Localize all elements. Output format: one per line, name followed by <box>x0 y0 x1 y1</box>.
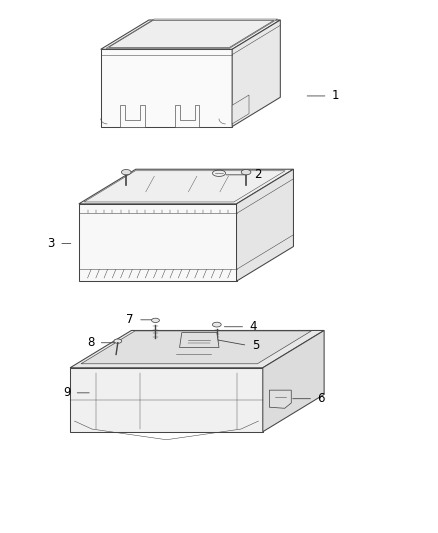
Polygon shape <box>70 330 324 368</box>
Text: 9: 9 <box>63 386 71 399</box>
Polygon shape <box>81 331 311 364</box>
Polygon shape <box>237 169 293 281</box>
Polygon shape <box>79 204 237 281</box>
Polygon shape <box>269 390 291 408</box>
Text: 8: 8 <box>87 336 94 349</box>
Ellipse shape <box>152 318 159 322</box>
Polygon shape <box>106 19 278 49</box>
Polygon shape <box>120 106 145 127</box>
Polygon shape <box>101 50 232 127</box>
Polygon shape <box>175 106 199 127</box>
Polygon shape <box>180 333 219 348</box>
Text: 7: 7 <box>126 313 134 326</box>
Text: 5: 5 <box>252 339 259 352</box>
Text: 6: 6 <box>317 392 325 405</box>
Polygon shape <box>263 330 324 432</box>
Polygon shape <box>232 95 249 124</box>
Text: 4: 4 <box>249 320 257 333</box>
Text: 1: 1 <box>332 90 339 102</box>
Polygon shape <box>232 20 280 127</box>
Ellipse shape <box>121 169 131 175</box>
Ellipse shape <box>241 169 251 175</box>
Polygon shape <box>79 169 293 204</box>
Ellipse shape <box>212 170 226 176</box>
Ellipse shape <box>212 322 221 327</box>
Ellipse shape <box>114 339 122 343</box>
Polygon shape <box>70 368 263 432</box>
Text: 3: 3 <box>48 237 55 250</box>
Text: 2: 2 <box>254 168 261 181</box>
Polygon shape <box>101 20 280 50</box>
